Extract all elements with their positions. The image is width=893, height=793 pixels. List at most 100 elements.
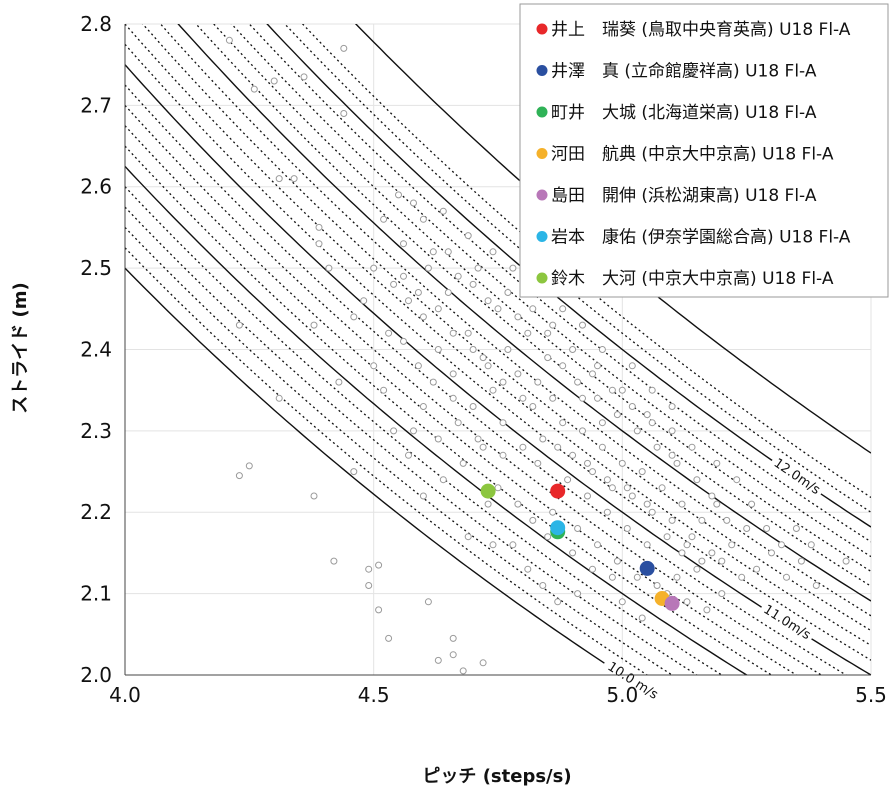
background-point bbox=[434, 346, 442, 353]
background-point bbox=[698, 516, 706, 524]
speed-isoline-solid bbox=[125, 267, 624, 675]
speed-label-bg bbox=[758, 598, 817, 644]
background-point bbox=[574, 590, 582, 598]
background-point bbox=[539, 582, 547, 589]
background-point bbox=[613, 557, 621, 565]
background-point bbox=[603, 508, 611, 516]
speed-isoline-dotted bbox=[125, 125, 798, 675]
background-point bbox=[584, 459, 591, 467]
background-point bbox=[499, 451, 507, 459]
background-point bbox=[549, 321, 557, 329]
background-point bbox=[638, 468, 646, 476]
background-point bbox=[380, 386, 388, 394]
background-point bbox=[638, 614, 646, 622]
background-point bbox=[594, 362, 601, 370]
background-point bbox=[315, 240, 323, 248]
background-point bbox=[385, 329, 393, 337]
background-point bbox=[812, 582, 820, 589]
background-point bbox=[668, 427, 676, 435]
background-point bbox=[623, 525, 631, 532]
legend-marker bbox=[536, 106, 548, 118]
background-point bbox=[713, 500, 721, 508]
speed-isoline-dotted bbox=[125, 247, 649, 675]
background-point bbox=[589, 468, 596, 476]
background-point bbox=[628, 492, 636, 500]
background-point bbox=[300, 73, 308, 81]
legend-label: 井上 瑞葵 (鳥取中央育英高) U18 Fl-A bbox=[551, 20, 851, 40]
background-point bbox=[688, 533, 696, 541]
background-point bbox=[549, 508, 557, 516]
background-point bbox=[763, 525, 771, 532]
y-tick-label: 2.2 bbox=[80, 500, 112, 524]
speed-isoline-dotted bbox=[125, 186, 724, 675]
background-point bbox=[574, 378, 582, 386]
background-point bbox=[554, 598, 562, 606]
background-point bbox=[514, 313, 522, 321]
background-point bbox=[449, 370, 457, 378]
legend-marker bbox=[536, 23, 548, 35]
background-point bbox=[633, 427, 641, 435]
background-point bbox=[534, 378, 542, 386]
background-point bbox=[613, 411, 621, 419]
background-point bbox=[608, 573, 616, 581]
background-point bbox=[529, 516, 537, 524]
background-point bbox=[484, 362, 492, 370]
background-point bbox=[778, 541, 785, 549]
background-point bbox=[594, 541, 601, 549]
background-point bbox=[544, 329, 552, 337]
background-point bbox=[489, 386, 497, 394]
background-point bbox=[718, 557, 726, 565]
background-point bbox=[668, 403, 676, 410]
background-point bbox=[648, 386, 656, 394]
background-point bbox=[564, 476, 572, 484]
background-point bbox=[623, 484, 631, 492]
background-point bbox=[783, 573, 790, 581]
speed-isoline-solid bbox=[354, 24, 871, 454]
background-point bbox=[434, 305, 442, 313]
axes: 4.0 4.5 5.0 5.5 2.0 2.1 2.2 2.3 2.4 2.5 2.6 2.7 2.8 bbox=[80, 12, 887, 707]
background-point bbox=[419, 215, 427, 223]
background-point bbox=[683, 541, 691, 549]
background-points bbox=[225, 36, 850, 675]
background-point bbox=[459, 459, 467, 467]
background-point bbox=[569, 451, 577, 459]
background-point bbox=[434, 435, 442, 443]
background-point bbox=[643, 541, 651, 549]
background-point bbox=[842, 557, 850, 565]
y-axis-title: ストライド (m) bbox=[10, 282, 31, 413]
background-point bbox=[708, 549, 716, 557]
background-point bbox=[569, 549, 577, 557]
background-point bbox=[693, 565, 701, 573]
background-point bbox=[434, 656, 442, 664]
speed-isolines bbox=[125, 24, 871, 675]
background-point bbox=[698, 557, 706, 565]
background-point bbox=[628, 403, 636, 410]
background-point bbox=[524, 565, 532, 573]
background-point bbox=[484, 297, 492, 305]
background-point bbox=[405, 451, 412, 459]
background-point bbox=[603, 476, 611, 484]
background-point bbox=[424, 264, 432, 272]
background-point bbox=[464, 533, 472, 541]
highlighted-point bbox=[639, 560, 655, 576]
background-point bbox=[658, 484, 666, 492]
background-point bbox=[733, 476, 741, 484]
background-point bbox=[504, 346, 512, 353]
background-point bbox=[494, 484, 502, 492]
background-point bbox=[245, 462, 253, 470]
background-point bbox=[350, 468, 358, 476]
background-point bbox=[748, 500, 756, 508]
background-point bbox=[708, 492, 716, 500]
background-point bbox=[579, 321, 586, 329]
background-point bbox=[579, 394, 586, 402]
background-point bbox=[410, 427, 417, 435]
background-point bbox=[663, 533, 671, 541]
speed-isoline-solid bbox=[125, 64, 871, 675]
background-point bbox=[449, 394, 457, 402]
legend-label: 町井 大城 (北海道栄高) U18 Fl-A bbox=[551, 103, 817, 123]
speed-label: 12.0m/s bbox=[771, 456, 823, 498]
background-point bbox=[439, 476, 447, 484]
background-point bbox=[360, 297, 368, 305]
background-point bbox=[419, 403, 427, 410]
background-point bbox=[444, 248, 452, 256]
